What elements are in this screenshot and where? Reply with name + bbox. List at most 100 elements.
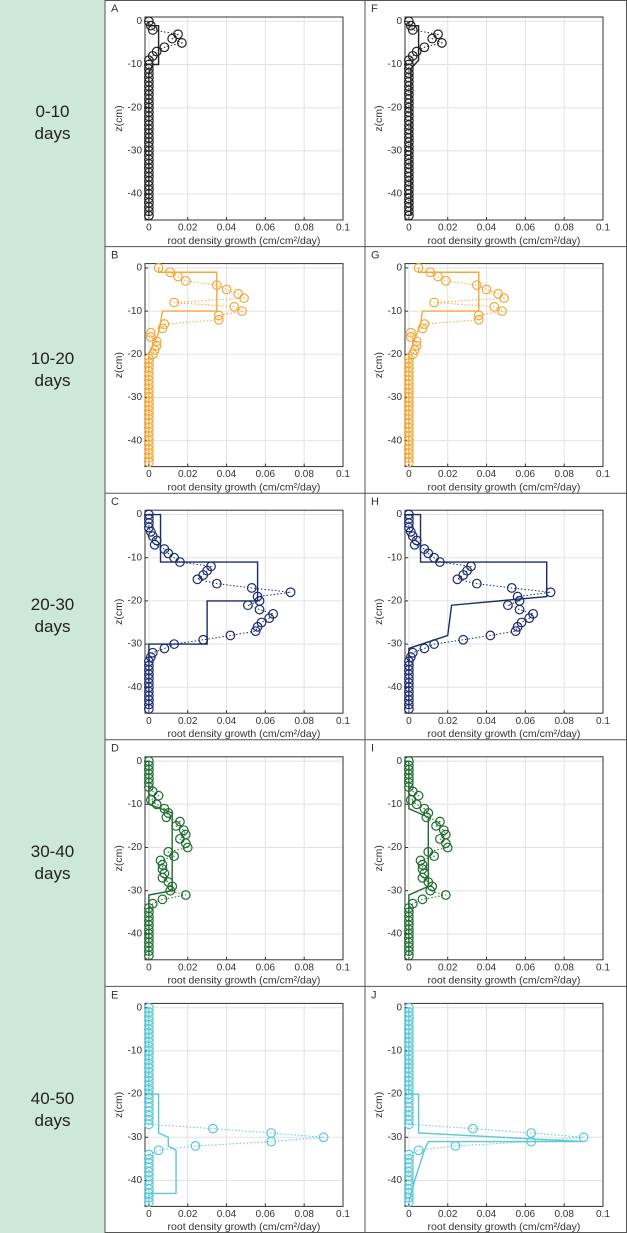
model-line bbox=[408, 1007, 584, 1203]
y-tick-label: -30 bbox=[128, 1132, 143, 1143]
y-tick-label: -10 bbox=[128, 1046, 143, 1057]
x-tick-label: 0.02 bbox=[438, 469, 458, 480]
y-axis-label: z(cm) bbox=[373, 845, 385, 871]
x-tick-label: 0.1 bbox=[596, 716, 610, 727]
x-tick-label: 0.04 bbox=[477, 469, 497, 480]
x-tick-label: 0.02 bbox=[178, 223, 198, 234]
observed-point bbox=[182, 842, 193, 853]
label-column bbox=[0, 0, 105, 1233]
observed-point bbox=[413, 1145, 424, 1156]
observed-point bbox=[213, 314, 224, 325]
observed-point bbox=[180, 890, 191, 900]
x-axis-label: root density growth (cm/cm²/day) bbox=[168, 1221, 321, 1233]
observed-point bbox=[167, 33, 178, 44]
x-tick-label: 0.1 bbox=[596, 962, 610, 973]
x-tick-label: 0.04 bbox=[217, 1209, 237, 1220]
x-tick-label: 0.1 bbox=[336, 1209, 350, 1220]
y-tick-label: 0 bbox=[136, 16, 142, 27]
observed-point bbox=[440, 275, 451, 286]
axes-box bbox=[144, 509, 344, 714]
x-tick-label: 0.1 bbox=[336, 716, 350, 727]
plot-area bbox=[405, 756, 603, 960]
panel-label: C bbox=[111, 496, 119, 508]
x-tick-label: 0.06 bbox=[256, 469, 276, 480]
x-axis-label: root density growth (cm/cm²/day) bbox=[428, 728, 581, 740]
y-tick-label: -10 bbox=[388, 306, 403, 317]
observed-point bbox=[143, 522, 154, 533]
x-tick-label: 0.02 bbox=[178, 962, 198, 973]
x-tick-label: 0.08 bbox=[294, 1209, 314, 1220]
y-axis-label: z(cm) bbox=[113, 599, 125, 625]
y-tick-label: -40 bbox=[388, 682, 403, 693]
observed-point bbox=[254, 604, 265, 615]
observed-point bbox=[499, 293, 509, 304]
observed-point bbox=[403, 522, 414, 533]
observed-point bbox=[409, 539, 420, 550]
x-tick-label: 0.06 bbox=[256, 716, 276, 727]
observed-point bbox=[438, 825, 449, 836]
x-axis-label: root density growth (cm/cm²/day) bbox=[168, 481, 321, 493]
observed-point bbox=[419, 643, 430, 654]
row-label-text: 40-50 days bbox=[30, 1088, 75, 1130]
x-tick-label: 0.04 bbox=[217, 716, 237, 727]
observed-point bbox=[458, 634, 469, 645]
x-tick-label: 0.06 bbox=[516, 716, 536, 727]
y-tick-label: -20 bbox=[388, 102, 403, 113]
observed-point bbox=[143, 1119, 154, 1130]
plot-area bbox=[145, 17, 343, 220]
observed-point bbox=[178, 825, 189, 836]
x-tick-label: 0.1 bbox=[336, 469, 350, 480]
observed-point bbox=[211, 578, 222, 589]
y-tick-label: 0 bbox=[136, 263, 142, 274]
plot-area bbox=[405, 510, 603, 714]
y-axis-label: z(cm) bbox=[113, 1092, 125, 1118]
plot-area bbox=[145, 263, 343, 467]
panel-label: A bbox=[111, 3, 119, 15]
y-tick-label: -10 bbox=[388, 799, 403, 810]
x-tick-label: 0.04 bbox=[477, 962, 497, 973]
y-tick-label: -20 bbox=[128, 102, 143, 113]
x-axis-label: root density growth (cm/cm²/day) bbox=[428, 975, 581, 987]
observed-line bbox=[408, 21, 444, 216]
x-tick-label: 0 bbox=[146, 1209, 152, 1220]
observed-point bbox=[405, 526, 416, 537]
observed-point bbox=[403, 1197, 414, 1207]
x-tick-label: 0.08 bbox=[554, 716, 574, 727]
x-tick-label: 0.02 bbox=[438, 1209, 458, 1220]
x-tick-label: 0.06 bbox=[516, 223, 536, 234]
y-tick-label: -40 bbox=[388, 1175, 403, 1186]
row-label-text: 10-20 days bbox=[30, 348, 75, 390]
y-tick-label: -30 bbox=[388, 639, 403, 650]
row-label: 30-40 days bbox=[0, 740, 105, 987]
model-line bbox=[148, 761, 173, 956]
x-tick-label: 0 bbox=[146, 962, 152, 973]
observed-point bbox=[157, 894, 168, 905]
observed-point bbox=[165, 885, 176, 896]
x-tick-label: 0.08 bbox=[294, 469, 314, 480]
observed-point bbox=[429, 851, 440, 862]
observed-point bbox=[421, 812, 432, 823]
y-tick-label: -30 bbox=[388, 392, 403, 403]
observed-point bbox=[190, 1141, 201, 1151]
x-axis-label: root density growth (cm/cm²/day) bbox=[428, 481, 581, 493]
plot-area bbox=[405, 263, 603, 467]
x-tick-label: 0.04 bbox=[477, 223, 497, 234]
x-tick-label: 0.02 bbox=[438, 962, 458, 973]
panel-label: D bbox=[111, 743, 119, 755]
observed-point bbox=[145, 327, 156, 338]
observed-point bbox=[239, 293, 249, 304]
observed-point bbox=[151, 799, 162, 810]
observed-point bbox=[502, 600, 513, 611]
observed-point bbox=[192, 574, 203, 585]
panel-label: H bbox=[371, 496, 379, 508]
observed-point bbox=[510, 626, 521, 637]
observed-point bbox=[250, 626, 261, 637]
x-axis-label: root density growth (cm/cm²/day) bbox=[168, 728, 321, 740]
x-tick-label: 0 bbox=[146, 469, 152, 480]
model-line bbox=[148, 21, 160, 216]
x-tick-label: 0.08 bbox=[554, 1209, 574, 1220]
y-axis-label: z(cm) bbox=[373, 599, 385, 625]
row-label: 40-50 days bbox=[0, 986, 105, 1233]
x-tick-label: 0.08 bbox=[294, 962, 314, 973]
y-tick-label: -10 bbox=[128, 799, 143, 810]
